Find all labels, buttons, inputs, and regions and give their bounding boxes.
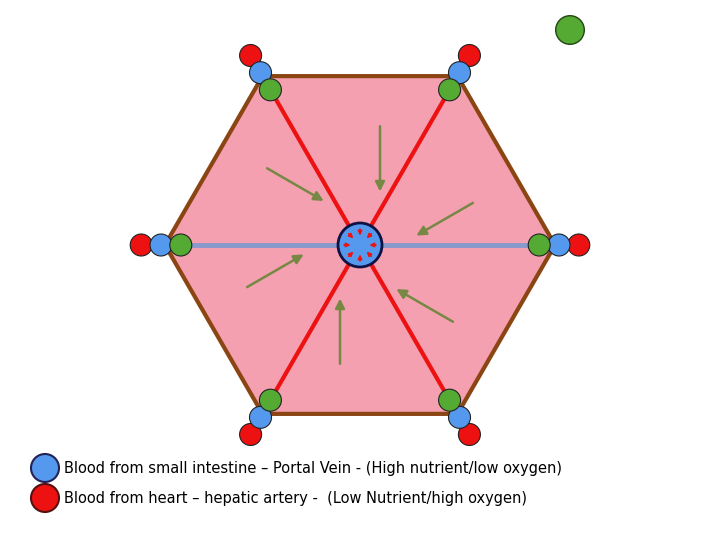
Circle shape (31, 484, 59, 512)
Text: Blood from heart – hepatic artery -  (Low Nutrient/high oxygen): Blood from heart – hepatic artery - (Low… (64, 490, 527, 505)
Circle shape (240, 423, 261, 446)
Circle shape (459, 423, 480, 446)
Circle shape (438, 389, 461, 411)
Circle shape (338, 223, 382, 267)
Circle shape (548, 234, 570, 256)
Circle shape (240, 44, 261, 66)
Circle shape (438, 79, 461, 101)
Circle shape (568, 234, 590, 256)
Polygon shape (165, 76, 555, 414)
Circle shape (250, 62, 271, 84)
Circle shape (556, 16, 585, 44)
Text: Blood from small intestine – Portal Vein - (High nutrient/low oxygen): Blood from small intestine – Portal Vein… (64, 461, 562, 476)
Circle shape (150, 234, 172, 256)
Circle shape (528, 234, 550, 256)
Circle shape (449, 406, 470, 428)
Circle shape (130, 234, 152, 256)
Circle shape (170, 234, 192, 256)
Circle shape (259, 389, 282, 411)
Circle shape (31, 454, 59, 482)
Circle shape (250, 406, 271, 428)
Circle shape (449, 62, 470, 84)
Circle shape (259, 79, 282, 101)
Circle shape (459, 44, 480, 66)
